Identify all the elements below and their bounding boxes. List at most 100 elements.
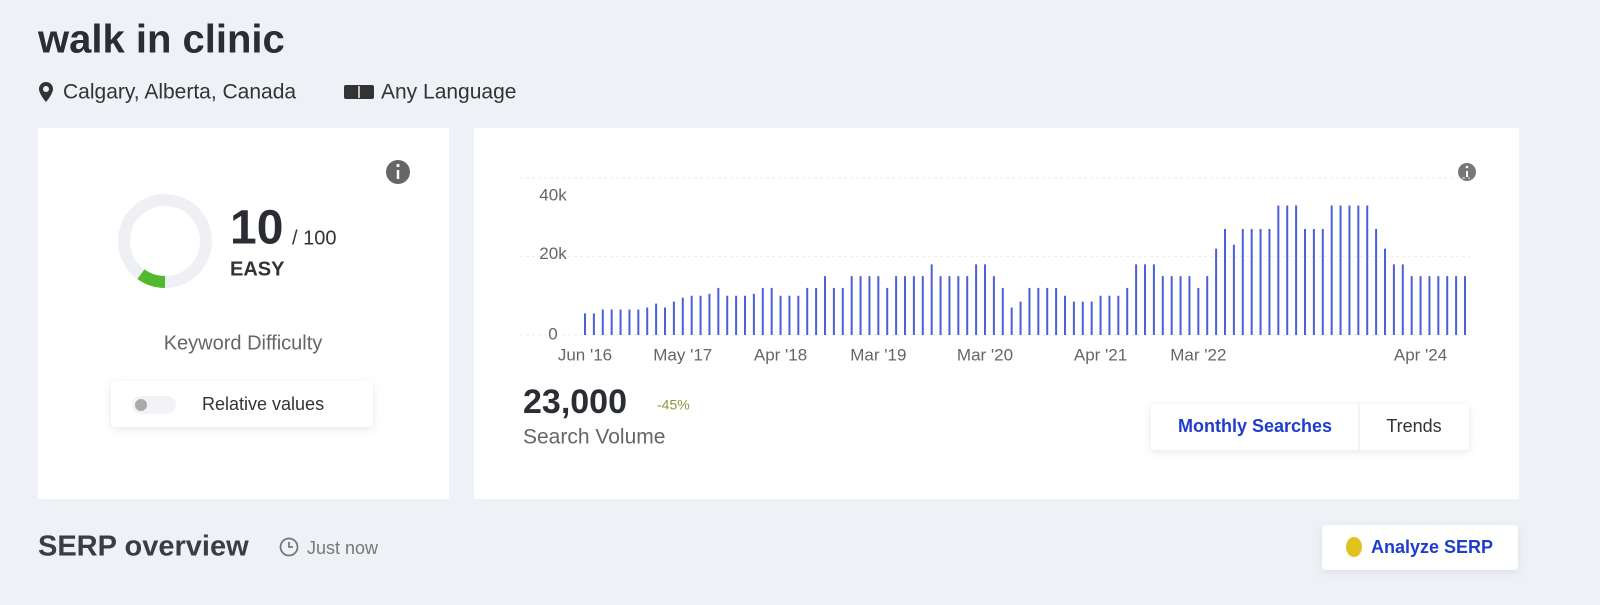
bar [1188,276,1191,335]
bar [1419,276,1422,335]
bar [1428,276,1431,335]
bar [1401,264,1404,335]
bar [1037,287,1040,335]
bar [850,276,853,335]
bar [1312,229,1315,335]
tabs: Monthly Searches Trends [1151,404,1469,450]
bar [646,307,649,335]
bar [1224,229,1226,335]
bar [1028,287,1031,335]
bar [1144,264,1146,335]
score-max: / 100 [292,227,336,249]
bar [1241,229,1244,335]
bar [797,295,800,335]
bar [1072,301,1075,335]
bar [1197,287,1200,335]
bar [1286,205,1289,335]
serp-time: Just now [307,538,379,558]
score: 10 [230,202,283,255]
toggle-box[interactable] [111,381,373,427]
bar [1064,295,1066,335]
bar [966,276,969,335]
info-icon-dot [1465,165,1469,169]
volume-caption: Search Volume [523,426,665,449]
bar [681,297,684,335]
bar [992,276,995,335]
tab[interactable]: Trends [1386,416,1441,436]
bar [957,276,960,335]
bar [1437,276,1440,335]
bar [1330,205,1333,335]
bar [770,287,773,335]
bar [886,287,889,335]
bar [610,309,613,335]
bar [1357,205,1360,335]
volume: 23,000 [523,383,627,421]
bar [1268,229,1271,335]
toggle-knob[interactable] [135,399,147,411]
coin-icon[interactable] [1346,537,1362,557]
difficulty-label: EASY [230,258,285,280]
bar [1366,205,1369,335]
bar [975,264,978,335]
bar [708,293,711,335]
bar [832,287,835,335]
bar [1135,264,1138,335]
bar [1446,276,1449,335]
bar [690,295,693,335]
x-tick-label: Mar '20 [957,345,1013,364]
bar [1295,205,1298,335]
volume-change: -45% [657,397,690,413]
bar [1348,205,1351,335]
bar [1410,276,1413,335]
bar [1179,276,1182,335]
bar [1046,287,1049,335]
bar [859,276,862,335]
bar [1152,264,1155,335]
bar [779,295,782,335]
x-tick-label: May '17 [653,345,712,364]
analyze-button[interactable]: Analyze SERP [1322,525,1518,570]
relative-toggle[interactable]: Relative values [111,381,373,427]
bar [1108,295,1111,335]
button-label[interactable]: Analyze SERP [1371,537,1493,557]
bar [1339,205,1342,335]
bar [1090,301,1093,335]
bar [841,287,844,335]
bar [752,293,755,335]
x-tick-label: Jun '16 [558,345,612,364]
clock-hands [288,542,293,548]
bar [1277,205,1280,335]
tab[interactable]: Monthly Searches [1178,416,1332,436]
clock-icon [279,537,299,557]
gauge-arc [137,269,166,288]
bar [1019,301,1022,335]
bar [824,276,826,335]
bar [637,309,640,335]
bar [1215,248,1218,335]
bar [628,309,631,335]
bar [717,287,720,335]
bar [806,287,809,335]
bar [1055,287,1058,335]
toggle-label[interactable]: Relative values [202,394,324,414]
title: walk in clinic [37,18,285,62]
bar [1117,295,1120,335]
bar [1170,276,1173,335]
bar [672,301,675,335]
bar [1384,248,1386,335]
tabs-box [1151,404,1469,450]
bar [904,276,906,335]
bar [895,276,898,335]
location: Calgary, Alberta, Canada [63,81,296,104]
bar [1259,229,1262,335]
bar [1010,307,1013,335]
bar [726,295,729,335]
bar [939,276,942,335]
bar [868,276,871,335]
bar [984,264,986,335]
button-box[interactable] [1322,525,1518,570]
info-icon-dot [396,163,400,168]
y-tick-label: 20k [539,244,567,263]
bar [601,309,604,335]
